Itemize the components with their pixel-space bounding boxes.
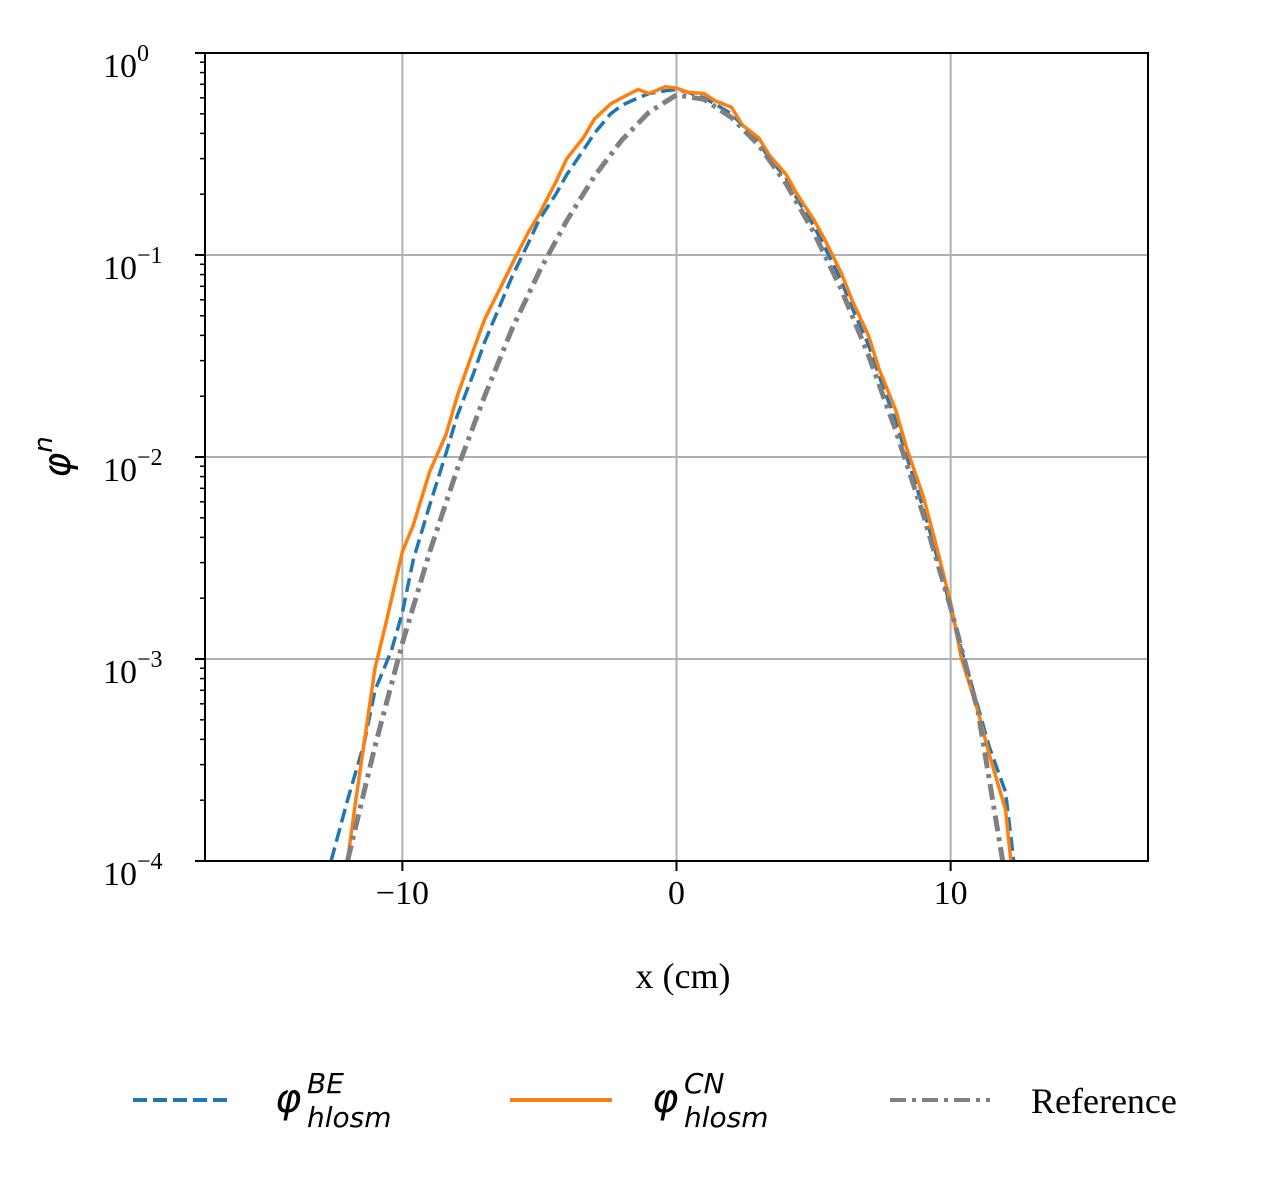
y-axis-title: φn: [29, 436, 79, 478]
legend: φ BE hlosm φ CN hlosm Reference: [133, 1067, 1177, 1134]
series-line-2: [345, 92, 1006, 861]
legend-label-be: φ BE hlosm: [275, 1067, 392, 1134]
x-tick-label: −10: [376, 875, 429, 912]
legend-entry-be: φ BE hlosm: [133, 1067, 392, 1134]
x-axis-title: x (cm): [636, 956, 731, 996]
y-tick-labels: 10−4 10−3 10−2 10−1 100: [103, 41, 163, 893]
y-tick-label: 10−1: [103, 243, 163, 287]
y-tick-label: 100: [103, 41, 149, 85]
major-ticks: [195, 52, 952, 871]
grid-lines: [205, 52, 1148, 862]
plot-series: [329, 85, 1016, 861]
legend-label-cn: φ CN hlosm: [652, 1067, 769, 1134]
legend-label-reference: Reference: [1031, 1081, 1177, 1121]
x-tick-label: 10: [934, 875, 968, 912]
y-tick-label: 10−4: [103, 849, 163, 893]
x-tick-label: 0: [668, 875, 685, 912]
legend-entry-cn: φ CN hlosm: [510, 1067, 769, 1134]
y-tick-label: 10−2: [103, 445, 163, 489]
y-tick-label: 10−3: [103, 647, 163, 691]
x-tick-labels: −10 0 10: [376, 875, 968, 912]
series-line-1: [345, 85, 1013, 861]
legend-entry-reference: Reference: [890, 1081, 1177, 1121]
